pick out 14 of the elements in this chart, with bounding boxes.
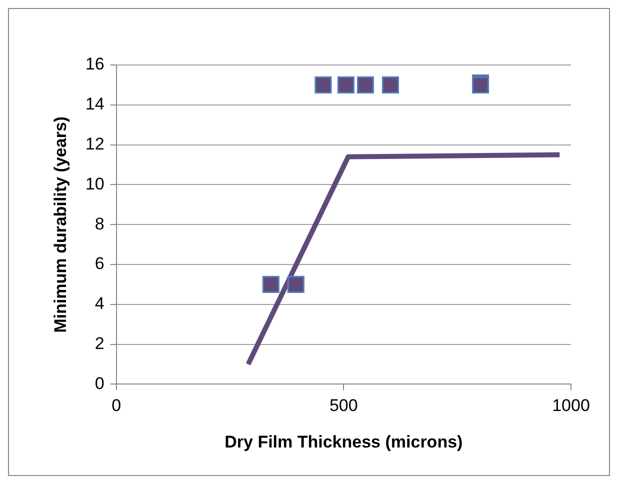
y-tick-label: 10 (85, 174, 104, 194)
y-tick-label: 6 (94, 254, 104, 274)
x-tick-label: 1000 (552, 396, 590, 416)
y-tick-label: 0 (94, 374, 104, 393)
x-tick-label: 0 (112, 396, 122, 416)
y-tick-label: 8 (94, 214, 104, 234)
y-tick-label: 14 (85, 94, 104, 114)
y-axis-title: Minimum durability (years) (50, 116, 70, 333)
y-tick-label: 16 (85, 54, 104, 74)
x-tick-label: 500 (329, 396, 358, 416)
y-tick-label: 12 (85, 134, 104, 154)
x-axis-title: Dry Film Thickness (microns) (224, 432, 463, 452)
y-tick-label: 2 (94, 334, 104, 353)
y-tick-label: 4 (94, 294, 104, 314)
